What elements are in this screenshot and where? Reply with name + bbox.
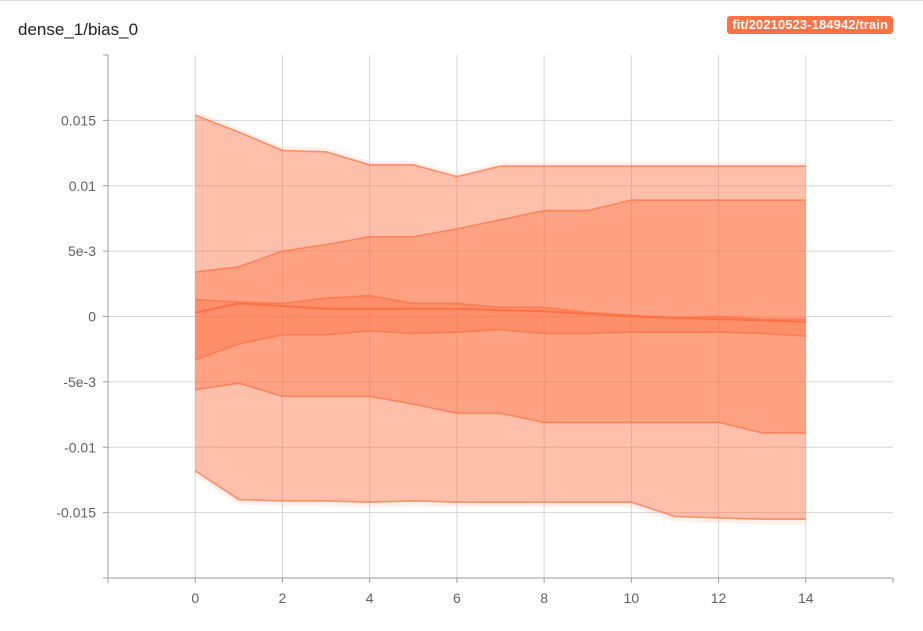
y-tick-label: -0.01: [64, 439, 96, 455]
distribution-band: [195, 115, 806, 520]
grid-lines: [108, 55, 893, 578]
x-tick-label: 4: [366, 590, 374, 606]
x-tick-label: 8: [540, 590, 548, 606]
y-tick-label: -0.015: [56, 505, 96, 521]
y-tick-label: 0: [88, 309, 96, 325]
chart-title: dense_1/bias_0: [18, 20, 139, 39]
series-line: [194, 302, 806, 323]
series-line: [194, 470, 806, 521]
distribution-band: [195, 200, 806, 433]
series-lines: [194, 114, 806, 521]
x-tick-label: 10: [624, 590, 640, 606]
series-line: [194, 328, 806, 361]
y-tick-label: 0.01: [69, 178, 96, 194]
y-tick-label: 5e-3: [68, 243, 96, 259]
x-tick-label: 2: [279, 590, 287, 606]
x-tick-label: 12: [711, 590, 727, 606]
series-line: [195, 199, 806, 273]
x-tick-label: 6: [453, 590, 461, 606]
y-tick-label: -5e-3: [63, 374, 96, 390]
axes: [103, 54, 894, 583]
series-line: [195, 382, 806, 434]
distribution-band: [195, 295, 806, 360]
x-tick-label: 14: [798, 590, 814, 606]
card-top-border: [0, 0, 923, 1]
y-tick-label: 0.015: [61, 112, 96, 128]
x-tick-label: 0: [191, 590, 199, 606]
run-badge[interactable]: fit/20210523-184942/train: [727, 16, 893, 34]
distribution-bands: [195, 111, 806, 525]
outer-halo-band: [195, 111, 806, 525]
series-line: [194, 114, 806, 178]
series-line: [195, 294, 806, 320]
tick-labels: -0.015 -0.01 -5e-3 0 5e-3 0.01 0.015 0 2 4 6 8 10 12 1…: [56, 112, 813, 606]
